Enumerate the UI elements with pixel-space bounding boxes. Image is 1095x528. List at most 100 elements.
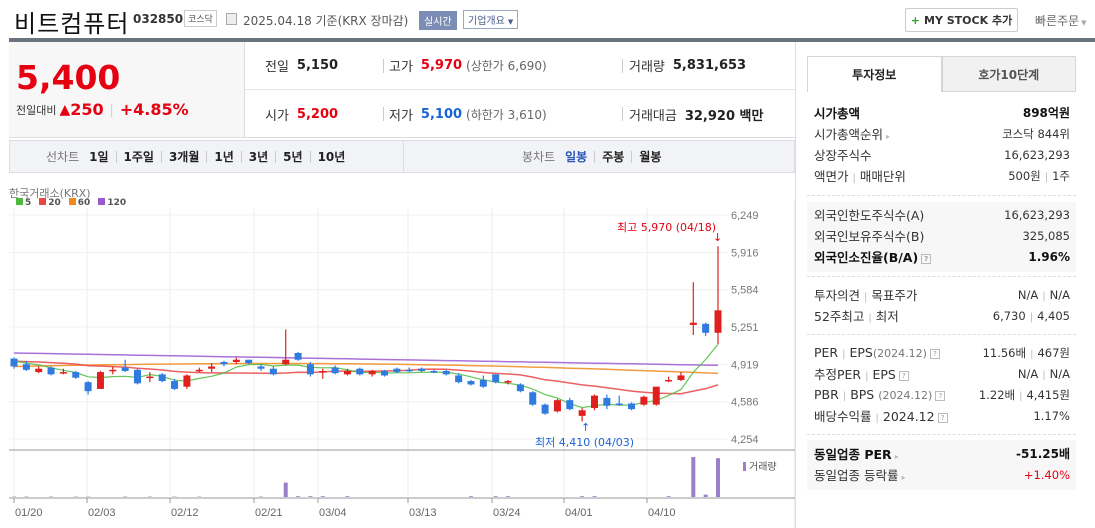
- foreign-hold-label: 외국인보유주식수(B): [814, 229, 925, 244]
- market-cap-rank-value: 코스닥 844위: [1002, 126, 1070, 141]
- separator: [383, 107, 384, 121]
- price-box: [9, 42, 244, 138]
- svg-text:01/20: 01/20: [15, 507, 43, 519]
- tab-weekly[interactable]: 주봉: [594, 150, 631, 163]
- low-label: 저가: [389, 108, 413, 124]
- opinion-section: 투자의견 | 목표주가 N/A | N/A 52주최고 | 최저 6,730 | 4,405: [807, 284, 1076, 326]
- legend-ma60: 60: [68, 198, 90, 208]
- date-text: 2025.04.18 기준(KRX 장마감): [243, 14, 409, 28]
- tab-10y[interactable]: 10년: [309, 150, 353, 163]
- realtime-button[interactable]: 실시간: [419, 11, 457, 30]
- par-unit-label: 액면가 | 매매단위: [814, 169, 906, 184]
- tab-1d[interactable]: 1일: [89, 149, 109, 164]
- svg-text:5,916: 5,916: [731, 247, 759, 259]
- tab-1w[interactable]: 1주일: [115, 150, 161, 163]
- change-value: 250: [70, 100, 104, 119]
- separator: |: [109, 102, 114, 117]
- trade-value: 거래대금 32,920 백만: [629, 105, 763, 124]
- down-arrow-icon: ↓: [713, 231, 723, 244]
- arrow-right-icon: ▸: [901, 473, 906, 482]
- opinion-label: 투자의견 | 목표주가: [814, 288, 918, 303]
- tab-invest-info[interactable]: 투자정보: [807, 56, 942, 92]
- legend-ma20: 20: [39, 198, 61, 208]
- trade-value-value: 32,920 백만: [684, 108, 764, 124]
- per-value: 11.56배 | 467원: [982, 345, 1070, 360]
- company-overview-dropdown[interactable]: 기업개요 ▼: [463, 10, 519, 29]
- separator: [622, 59, 623, 73]
- arrow-right-icon: ▸: [886, 132, 891, 141]
- tab-divider: [403, 141, 404, 172]
- upper-limit: (상한가 6,690): [466, 59, 547, 73]
- tab-3y[interactable]: 3년: [240, 150, 275, 163]
- top-divider: [9, 38, 1095, 42]
- tab-5y[interactable]: 5년: [275, 150, 309, 163]
- w52-value: 6,730 | 4,405: [992, 308, 1070, 323]
- quick-order-dropdown[interactable]: 빠른주문 ▼: [1035, 12, 1087, 29]
- sector-per-link[interactable]: 동일업종 PER ▸: [814, 447, 899, 462]
- market-cap-label: 시가총액: [814, 106, 861, 121]
- tab-orderbook[interactable]: 호가10단계: [941, 56, 1076, 92]
- price-details: 전일 5,150 고가 5,970 (상한가 6,690) 거래량 5,831,653 …: [244, 42, 796, 138]
- pbr-label: PBR | BPS (2024.12)?: [814, 387, 946, 402]
- high-value: 5,970: [420, 58, 463, 73]
- w52-label: 52주최고 | 최저: [814, 309, 899, 324]
- chevron-down-icon: ▼: [507, 18, 514, 26]
- foreign-ratio-label: 외국인소진율(B/A)?: [814, 247, 932, 266]
- foreign-ratio-value: 1.96%: [1028, 249, 1070, 264]
- svg-text:03/04: 03/04: [319, 507, 347, 519]
- est-per-label: 추정PER | EPS?: [814, 364, 909, 383]
- sector-chg-link[interactable]: 동일업종 등락률 ▸: [814, 468, 906, 483]
- open-value: 5,200: [296, 106, 339, 122]
- volume-label: 거래량: [629, 60, 665, 75]
- divider: [807, 334, 1076, 335]
- svg-text:4,254: 4,254: [731, 434, 759, 446]
- market-cap-rank-link[interactable]: 시가총액순위 ▸: [814, 127, 891, 142]
- dividend-value: 1.17%: [1033, 408, 1070, 423]
- ma-legend: 5 20 60 120: [16, 198, 126, 208]
- candlestick-chart[interactable]: 6,249 5,916 5,584 5,251 4,919 4,586 4,254 01/20…: [0, 200, 795, 528]
- tab-monthly[interactable]: 월봉: [631, 150, 668, 163]
- foreign-limit-value: 16,623,293: [1004, 207, 1070, 222]
- up-arrow-icon: ▲: [59, 101, 71, 118]
- tab-daily[interactable]: 일봉: [565, 149, 588, 164]
- prev-close: 전일 5,150: [265, 56, 338, 75]
- svg-text:03/13: 03/13: [409, 507, 437, 519]
- separator: [383, 59, 384, 73]
- tab-3m[interactable]: 3개월: [160, 150, 206, 163]
- svg-text:04/10: 04/10: [648, 507, 676, 519]
- low-annotation: 최저 4,410 (04/03): [535, 436, 635, 449]
- prev-close-value: 5,150: [296, 58, 339, 73]
- arrow-right-icon: ▸: [894, 452, 899, 461]
- help-icon[interactable]: ?: [937, 412, 948, 423]
- volume-legend: 거래량: [743, 458, 777, 473]
- line-chart-label: 선차트: [46, 150, 80, 164]
- dividend-label: 배당수익률 | 2024.12?: [814, 406, 948, 425]
- market-badge: 코스닥: [184, 10, 217, 27]
- invest-tabs: 투자정보 호가10단계: [807, 56, 1076, 92]
- market-cap-section: 시가총액 898억원 시가총액순위 ▸ 코스닥 844위 상장주식수 16,623,29…: [807, 102, 1076, 186]
- tab-1y[interactable]: 1년: [206, 150, 240, 163]
- svg-text:03/24: 03/24: [493, 507, 521, 519]
- company-overview-label: 기업개요: [468, 16, 505, 27]
- plus-icon: +: [910, 13, 921, 27]
- help-icon[interactable]: ?: [935, 390, 946, 401]
- svg-text:6,249: 6,249: [731, 210, 759, 222]
- market-cap-value: 898억원: [1022, 106, 1070, 120]
- candle-chart-tabs: 봉차트 일봉 주봉 월봉: [522, 141, 668, 172]
- help-icon[interactable]: ?: [929, 348, 940, 359]
- company-name: 비트컴퓨터: [14, 10, 130, 38]
- lower-limit: (하한가 3,610): [466, 107, 547, 122]
- help-icon[interactable]: ?: [898, 370, 909, 381]
- detail-row-1: 전일 5,150 고가 5,970 (상한가 6,690) 거래량 5,831,653: [245, 42, 796, 90]
- low-value: 5,100: [420, 106, 463, 122]
- legend-ma5: 5: [16, 198, 31, 208]
- svg-text:4,586: 4,586: [731, 397, 759, 409]
- svg-text:04/01: 04/01: [565, 507, 593, 519]
- help-icon[interactable]: ?: [921, 253, 932, 264]
- listed-shares-label: 상장주식수: [814, 148, 872, 163]
- my-stock-add-button[interactable]: + MY STOCK 추가: [905, 8, 1018, 32]
- pbr-value: 1.22배 | 4,415원: [978, 387, 1070, 402]
- sector-per-value: -51.25배: [1016, 447, 1070, 461]
- svg-text:5,251: 5,251: [731, 322, 759, 334]
- svg-text:02/21: 02/21: [255, 507, 283, 519]
